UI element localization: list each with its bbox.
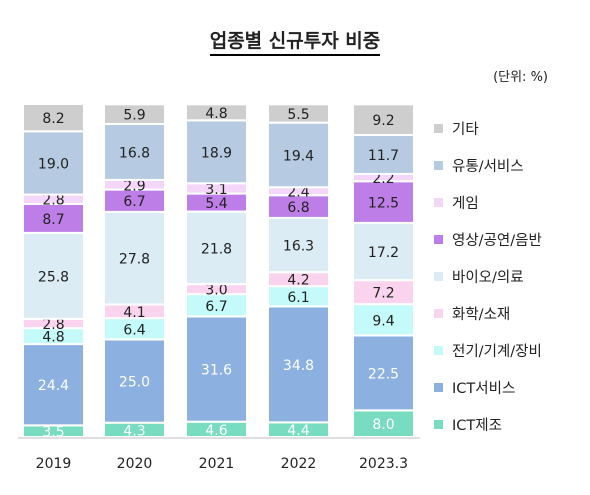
legend-swatch-영상-공연-음반 — [434, 235, 443, 244]
bar-segment-기타-2022 — [267, 103, 330, 124]
legend-item-ICT제조: ICT제조 — [434, 406, 542, 443]
data-label-바이오-의료-2021: 21.8 — [201, 241, 232, 257]
legend-item-유통-서비스: 유통/서비스 — [434, 147, 542, 184]
data-label-ICT서비스-2020: 25.0 — [119, 375, 150, 391]
data-label-화학-소재-2019: 2.8 — [42, 317, 64, 333]
bar-segment-유통-서비스-2023-3 — [352, 133, 415, 175]
data-label-영상-공연-음반-2019: 8.7 — [42, 212, 64, 228]
data-label-바이오-의료-2023-3: 17.2 — [368, 245, 399, 261]
legend-item-화학-소재: 화학/소재 — [434, 295, 542, 332]
data-label-화학-소재-2021: 3.0 — [205, 283, 227, 299]
data-label-ICT제조-2020: 4.3 — [123, 423, 145, 439]
legend-swatch-유통-서비스 — [434, 161, 443, 170]
data-label-ICT제조-2019: 3.5 — [42, 425, 64, 441]
legend-label-ICT제조: ICT제조 — [452, 418, 502, 434]
legend-label-화학-소재: 화학/소재 — [452, 307, 511, 323]
data-label-전기-기계-장비-2019: 4.8 — [42, 330, 64, 346]
data-label-기타-2020: 5.9 — [123, 108, 145, 124]
data-label-영상-공연-음반-2021: 5.4 — [205, 196, 227, 212]
legend-swatch-ICT제조 — [434, 420, 443, 429]
bar-segment-기타-2023-3 — [352, 103, 415, 136]
data-label-유통-서비스-2022: 19.4 — [283, 148, 314, 164]
legend-label-영상-공연-음반: 영상/공연/음반 — [452, 233, 542, 249]
legend-label-게임: 게임 — [452, 196, 479, 212]
bar-segment-ICT서비스-2023-3 — [352, 334, 415, 412]
legend-label-전기-기계-장비: 전기/기계/장비 — [452, 344, 542, 360]
legend-swatch-전기-기계-장비 — [434, 346, 443, 355]
data-label-전기-기계-장비-2020: 6.4 — [123, 322, 145, 338]
bar-segment-바이오-의료-2022 — [267, 216, 330, 274]
data-label-게임-2022: 2.4 — [287, 185, 309, 201]
bar-segment-ICT서비스-2019 — [22, 343, 85, 427]
x-tick-label-2021: 2021 — [199, 456, 235, 472]
legend-label-ICT서비스: ICT서비스 — [452, 381, 516, 397]
bar-segment-유통-서비스-2022 — [267, 121, 330, 189]
legend-swatch-ICT서비스 — [434, 383, 443, 392]
legend-swatch-바이오-의료 — [434, 272, 443, 281]
data-label-전기-기계-장비-2022: 6.1 — [287, 290, 309, 306]
legend-label-기타: 기타 — [452, 122, 479, 138]
data-label-화학-소재-2023-3: 7.2 — [372, 286, 394, 302]
legend-label-유통-서비스: 유통/서비스 — [452, 159, 524, 175]
data-label-게임-2020: 2.9 — [123, 178, 145, 194]
legend-item-기타: 기타 — [434, 110, 542, 147]
data-label-게임-2019: 2.8 — [42, 193, 64, 209]
bar-segment-전기-기계-장비-2023-3 — [352, 303, 415, 337]
data-label-ICT서비스-2023-3: 22.5 — [368, 366, 399, 382]
bar-segment-유통-서비스-2019 — [22, 130, 85, 196]
legend-swatch-화학-소재 — [434, 309, 443, 318]
data-label-ICT서비스-2021: 31.6 — [201, 363, 232, 379]
unit-label: (단위: %) — [493, 70, 548, 85]
data-label-바이오-의료-2019: 25.8 — [38, 269, 69, 285]
data-label-화학-소재-2020: 4.1 — [123, 305, 145, 321]
data-label-영상-공연-음반-2020: 6.7 — [123, 194, 145, 210]
data-label-바이오-의료-2020: 27.8 — [119, 252, 150, 268]
data-label-기타-2022: 5.5 — [287, 107, 309, 123]
data-label-ICT제조-2023-3: 8.0 — [372, 417, 394, 433]
legend-item-바이오-의료: 바이오/의료 — [434, 258, 542, 295]
data-label-게임-2021: 3.1 — [205, 182, 227, 198]
bar-segment-기타-2019 — [22, 103, 85, 133]
data-label-ICT제조-2021: 4.6 — [205, 423, 227, 439]
data-label-게임-2023-3: 2.2 — [372, 171, 394, 187]
bar-segment-기타-2021 — [185, 103, 248, 122]
chart-title: 업종별 신규투자 비중 — [0, 26, 590, 56]
data-label-화학-소재-2022: 4.2 — [287, 273, 309, 289]
data-label-ICT제조-2022: 4.4 — [287, 423, 309, 439]
data-label-유통-서비스-2019: 19.0 — [38, 156, 69, 172]
bar-segment-기타-2020 — [103, 103, 166, 125]
x-tick-label-2020: 2020 — [117, 456, 153, 472]
data-label-유통-서비스-2021: 18.9 — [201, 145, 232, 161]
legend-label-바이오-의료: 바이오/의료 — [452, 270, 524, 286]
legend-item-게임: 게임 — [434, 184, 542, 221]
bar-segment-ICT제조-2023-3 — [352, 409, 415, 438]
data-label-영상-공연-음반-2023-3: 12.5 — [368, 196, 399, 212]
data-label-ICT서비스-2022: 34.8 — [283, 358, 314, 374]
data-label-유통-서비스-2023-3: 11.7 — [368, 148, 399, 164]
legend-item-ICT서비스: ICT서비스 — [434, 369, 542, 406]
bar-segment-바이오-의료-2020 — [103, 210, 166, 306]
legend-item-영상-공연-음반: 영상/공연/음반 — [434, 221, 542, 258]
bar-segment-ICT서비스-2020 — [103, 338, 166, 424]
data-label-전기-기계-장비-2021: 6.7 — [205, 299, 227, 315]
legend-swatch-기타 — [434, 124, 443, 133]
legend-swatch-게임 — [434, 198, 443, 207]
x-tick-label-2023-3: 2023.3 — [359, 456, 408, 472]
data-label-ICT서비스-2019: 24.4 — [38, 378, 69, 394]
data-label-기타-2021: 4.8 — [205, 106, 227, 122]
data-label-기타-2023-3: 9.2 — [372, 113, 394, 129]
x-tick-label-2019: 2019 — [36, 456, 72, 472]
data-label-전기-기계-장비-2023-3: 9.4 — [372, 313, 394, 329]
legend-item-전기-기계-장비: 전기/기계/장비 — [434, 332, 542, 369]
data-label-바이오-의료-2022: 16.3 — [283, 239, 314, 255]
data-label-기타-2019: 8.2 — [42, 111, 64, 127]
x-tick-label-2022: 2022 — [281, 456, 317, 472]
data-label-영상-공연-음반-2022: 6.8 — [287, 200, 309, 216]
bar-segment-바이오-의료-2023-3 — [352, 221, 415, 282]
data-label-유통-서비스-2020: 16.8 — [119, 145, 150, 161]
